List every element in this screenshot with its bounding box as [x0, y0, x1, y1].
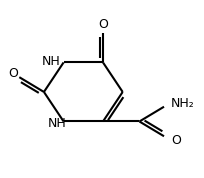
Text: NH₂: NH₂: [171, 97, 195, 110]
Text: NH: NH: [48, 117, 67, 130]
Text: O: O: [98, 17, 108, 31]
Text: O: O: [171, 134, 181, 147]
Text: O: O: [9, 67, 18, 80]
Text: NH: NH: [42, 55, 61, 68]
